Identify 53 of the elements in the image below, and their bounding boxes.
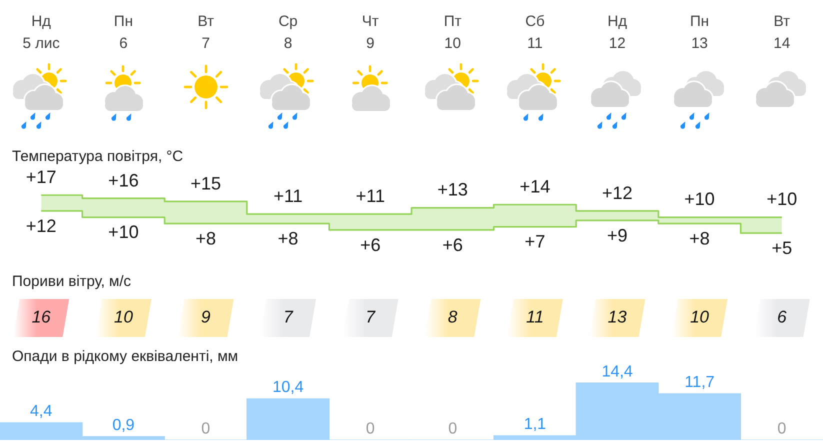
data-label: 0: [448, 420, 458, 438]
x-tick-label: Вт 14: [774, 13, 790, 52]
data-label: 10: [114, 308, 134, 327]
data-label: 4,4: [30, 402, 52, 420]
data-label: 9: [201, 308, 212, 327]
data-label: +8: [689, 228, 710, 249]
data-label: +15: [190, 173, 222, 194]
x-tick-label: Пн 6: [114, 13, 133, 52]
data-label: +11: [273, 186, 303, 206]
data-label: 11: [526, 308, 544, 327]
data-label: +10: [684, 189, 715, 210]
x-tick-label: Сб 11: [525, 13, 545, 52]
x-tick-label: Ср 8: [278, 13, 298, 52]
data-label: 11,7: [684, 374, 715, 391]
data-label: +6: [442, 234, 463, 255]
text: Пориви вітру, м/с: [12, 273, 132, 290]
data-label: 0: [777, 420, 786, 438]
data-label: 6: [777, 308, 788, 327]
data-label: 0: [201, 420, 210, 438]
data-label: 8: [448, 308, 458, 327]
data-label: 7: [366, 308, 376, 327]
data-label: +12: [26, 216, 56, 236]
x-tick-label: Вт 7: [198, 13, 214, 52]
x-tick-label: Нд 12: [607, 13, 628, 52]
data-label: +8: [278, 228, 298, 249]
data-label: 16: [32, 308, 52, 327]
data-label: +10: [108, 222, 139, 242]
data-label: +13: [437, 180, 468, 200]
data-label: 7: [283, 308, 294, 327]
data-label: +14: [520, 176, 550, 197]
data-label: 13: [608, 308, 628, 327]
data-label: 1,1: [524, 416, 546, 434]
data-label: +5: [772, 238, 792, 258]
data-label: +11: [356, 186, 385, 206]
data-label: 0,9: [112, 416, 135, 434]
data-label: 10,4: [272, 379, 304, 396]
data-label: +9: [606, 225, 628, 246]
data-label: +12: [602, 182, 633, 203]
data-label: +17: [26, 167, 56, 188]
x-tick-label: Пт 10: [444, 13, 462, 52]
x-tick-label: Пн 13: [690, 13, 710, 52]
chart-title: Опади в рідкому еквіваленті, мм: [12, 348, 238, 366]
data-label: 14,4: [602, 363, 633, 380]
data-label: 0: [366, 420, 375, 438]
chart-title: Температура повітря, °C: [12, 148, 184, 166]
data-label: +16: [108, 170, 139, 190]
data-label: +8: [195, 228, 216, 249]
x-tick-label: Нд 5 лис: [22, 13, 60, 52]
data-label: +6: [360, 234, 381, 255]
data-label: 10: [690, 308, 710, 327]
x-tick-label: Чт 9: [362, 13, 379, 52]
data-label: +7: [524, 232, 546, 252]
data-label: +10: [766, 189, 798, 210]
